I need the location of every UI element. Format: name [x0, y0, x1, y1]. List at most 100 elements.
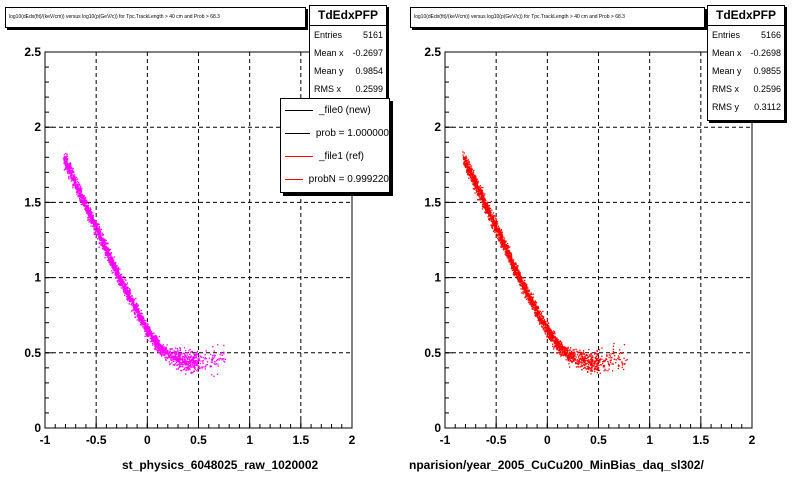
data-point	[109, 254, 111, 256]
data-point	[191, 358, 193, 360]
data-point	[556, 352, 558, 354]
data-point	[623, 344, 626, 346]
data-point	[164, 353, 166, 355]
data-point	[63, 156, 65, 158]
data-point	[182, 360, 184, 362]
data-point	[494, 217, 496, 219]
data-point	[154, 345, 156, 347]
data-point	[543, 319, 545, 321]
data-point	[97, 225, 99, 227]
data-point	[128, 288, 131, 290]
data-point	[119, 268, 121, 270]
data-point	[523, 286, 526, 288]
data-point	[151, 342, 154, 345]
data-point	[65, 161, 67, 163]
data-point	[529, 303, 531, 305]
data-point	[92, 214, 94, 216]
data-point	[124, 283, 126, 285]
data-point	[218, 359, 220, 361]
data-point	[556, 337, 558, 339]
data-point	[596, 367, 599, 369]
data-point	[587, 362, 589, 364]
data-point	[176, 353, 178, 355]
data-point	[519, 284, 521, 286]
data-point	[470, 165, 473, 167]
data-point	[533, 301, 535, 303]
data-point	[474, 175, 476, 177]
data-point	[198, 354, 200, 356]
data-point	[194, 363, 196, 365]
data-point	[161, 346, 163, 348]
data-point	[118, 282, 120, 284]
data-point	[85, 202, 87, 204]
data-point	[204, 368, 206, 370]
data-point	[572, 357, 574, 359]
data-point	[139, 317, 141, 320]
data-point	[538, 314, 540, 316]
data-point	[194, 357, 196, 359]
data-point	[540, 319, 542, 321]
data-point	[155, 346, 157, 349]
data-point	[527, 301, 530, 303]
data-point	[85, 199, 88, 201]
data-point	[112, 257, 114, 259]
data-point	[509, 263, 511, 265]
data-point	[474, 183, 476, 185]
data-point	[158, 344, 160, 346]
data-point	[106, 254, 109, 257]
data-point	[141, 324, 143, 326]
data-point	[471, 173, 473, 175]
data-point	[513, 264, 515, 266]
data-point	[473, 188, 475, 190]
data-point	[535, 308, 537, 311]
data-point	[481, 192, 483, 194]
data-point	[575, 362, 577, 364]
data-point	[546, 324, 548, 326]
data-point	[488, 218, 490, 220]
data-point	[192, 365, 195, 368]
data-point	[76, 187, 78, 189]
data-point	[156, 349, 158, 351]
data-point	[223, 358, 225, 360]
data-point	[68, 164, 71, 166]
data-point	[100, 236, 103, 239]
data-point	[159, 344, 161, 346]
data-point	[80, 190, 82, 192]
data-point	[540, 322, 543, 325]
data-point	[192, 360, 195, 362]
data-point	[120, 283, 122, 285]
data-point	[126, 298, 128, 300]
data-point	[130, 310, 133, 312]
data-point	[569, 357, 571, 359]
data-point	[88, 216, 90, 219]
data-point	[187, 355, 190, 358]
data-point	[590, 360, 592, 362]
data-point	[494, 215, 496, 217]
data-point	[475, 186, 477, 188]
data-point	[86, 211, 88, 214]
data-point	[477, 180, 479, 182]
data-point	[138, 311, 140, 313]
data-point	[96, 227, 99, 229]
data-point	[92, 217, 94, 219]
data-point	[179, 352, 181, 355]
data-point	[129, 291, 131, 293]
data-point	[556, 338, 558, 340]
data-point	[90, 216, 93, 218]
data-point	[160, 348, 162, 351]
data-point	[467, 170, 469, 172]
data-point	[104, 251, 106, 254]
data-point	[79, 188, 81, 190]
data-point	[518, 280, 520, 282]
data-point	[468, 173, 470, 176]
data-point	[462, 154, 464, 156]
data-point	[594, 353, 596, 355]
data-point	[128, 299, 130, 301]
data-point	[489, 215, 492, 217]
data-point	[94, 220, 96, 222]
data-point	[137, 313, 139, 316]
data-point	[584, 366, 586, 369]
data-point	[596, 364, 598, 366]
data-point	[465, 159, 467, 161]
data-point	[177, 355, 180, 357]
